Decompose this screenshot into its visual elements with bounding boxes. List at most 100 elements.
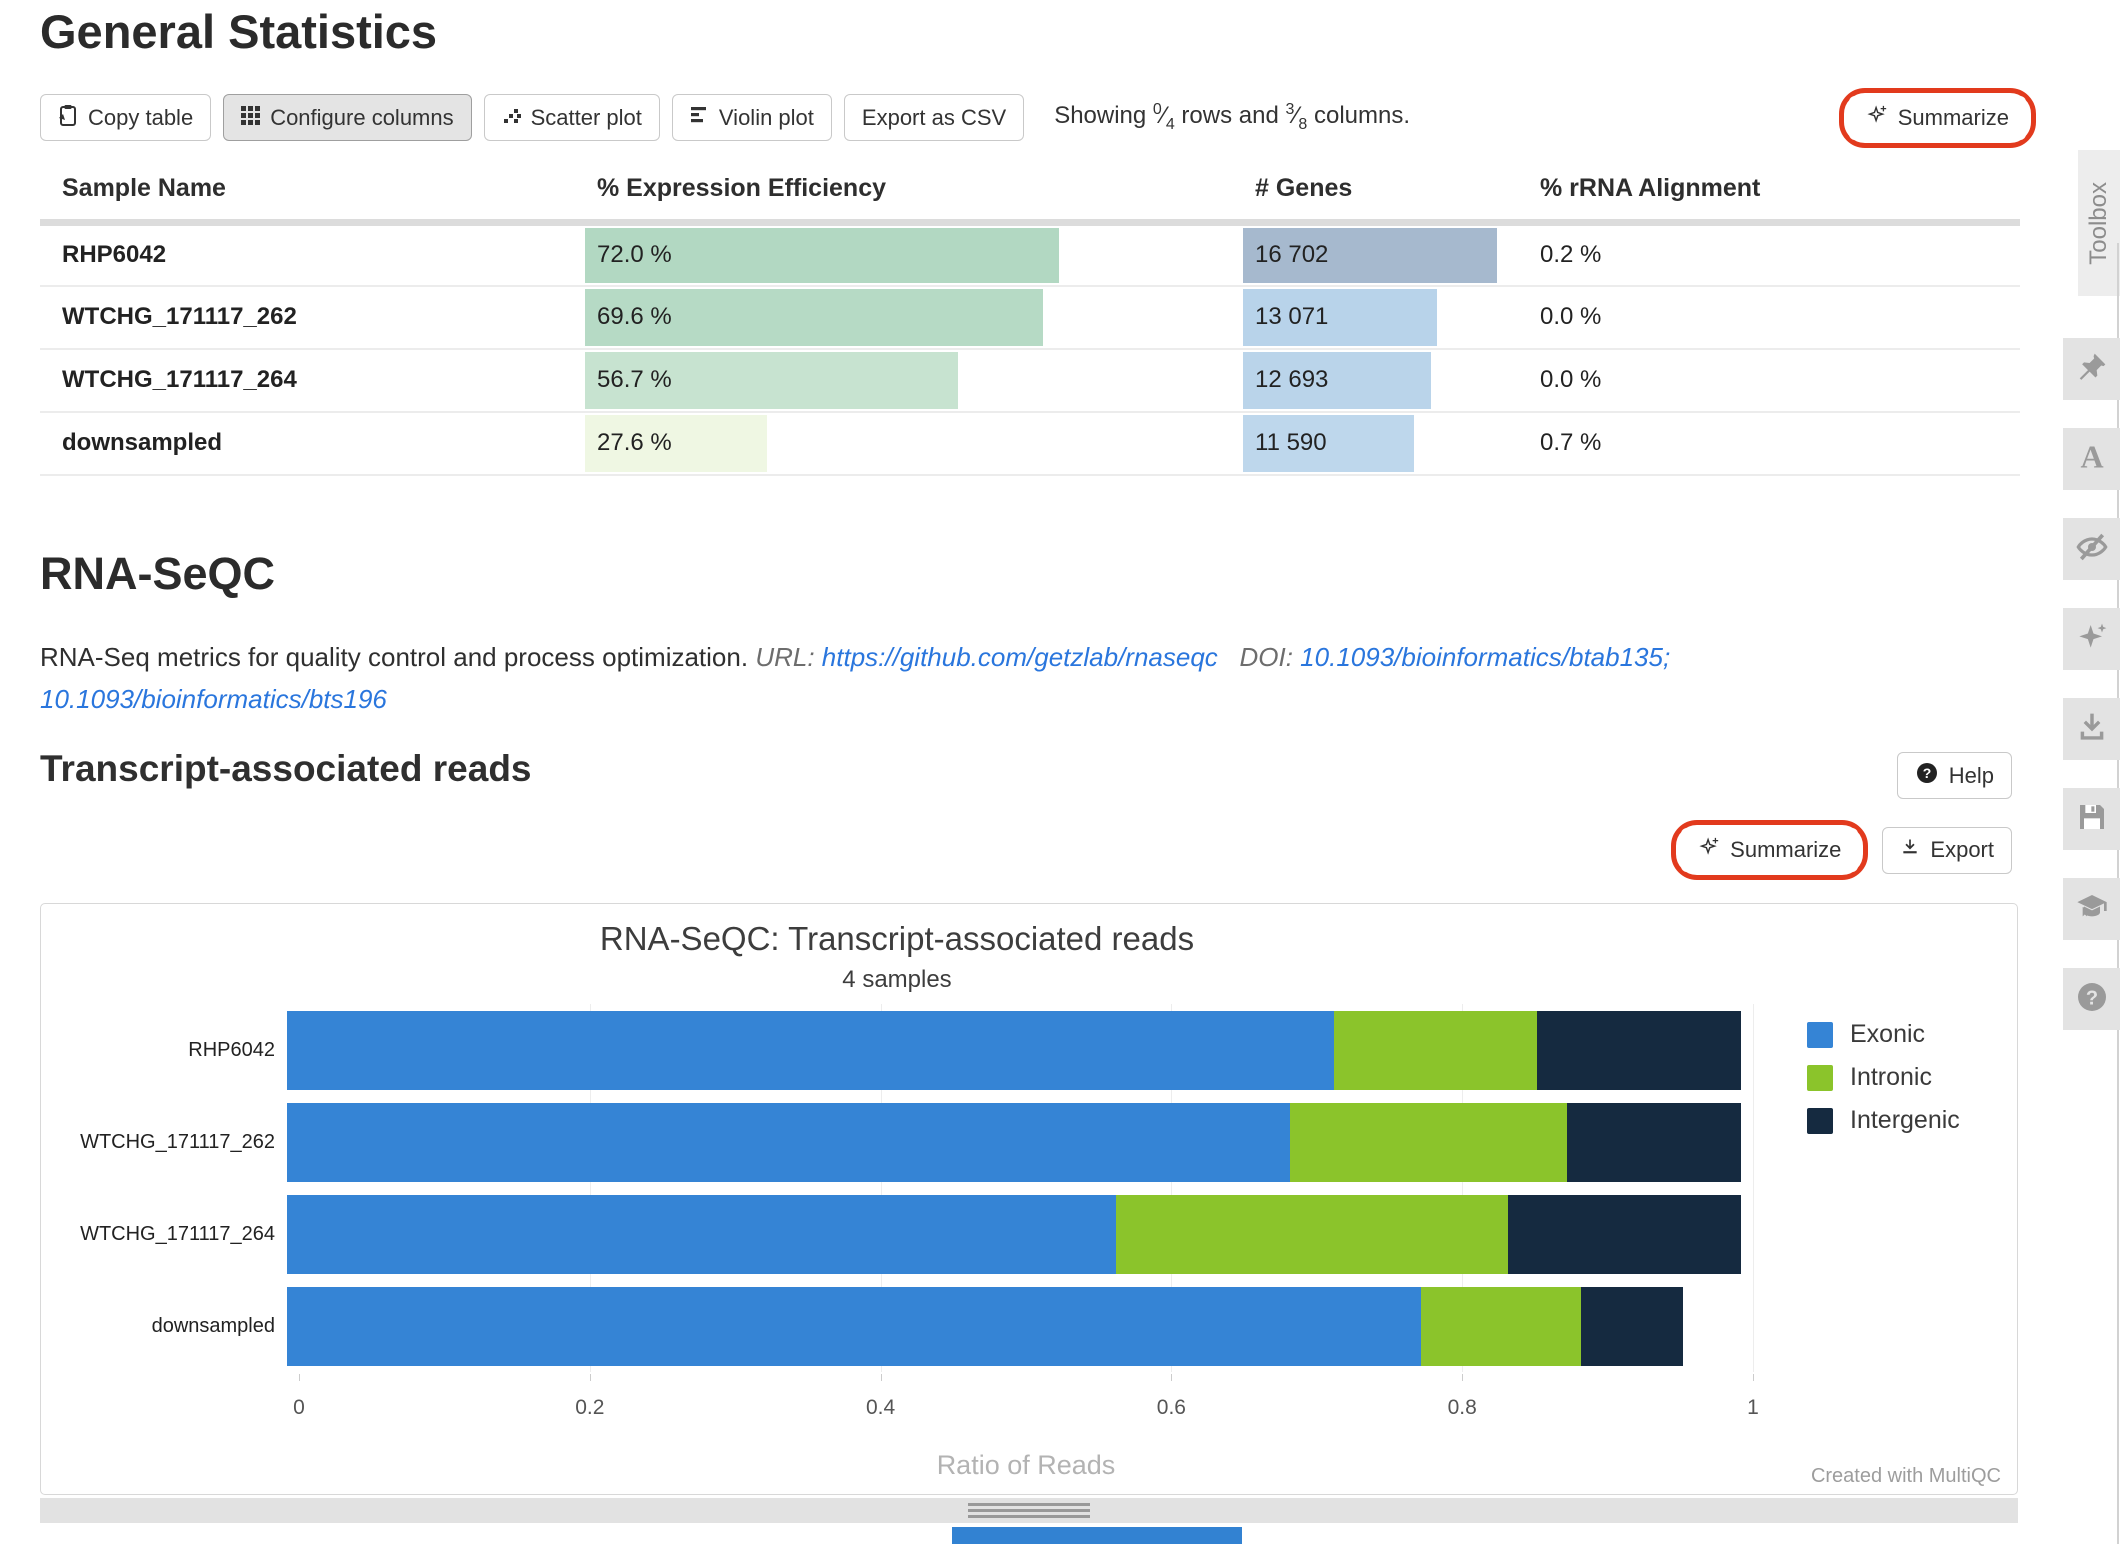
gridline xyxy=(1753,1004,1754,1372)
violin-plot-button[interactable]: Violin plot xyxy=(671,94,832,141)
bar-segment-intergenic xyxy=(1581,1286,1683,1366)
cell-value: 72.0 % xyxy=(597,241,672,269)
legend-label: Exonic xyxy=(1850,1020,1926,1048)
cell-value: 56.7 % xyxy=(597,366,672,393)
legend-item-intronic[interactable]: Intronic xyxy=(1807,1063,1960,1092)
toolbox-download-button[interactable] xyxy=(2063,698,2120,760)
x-tick-label: 0 xyxy=(293,1396,305,1419)
rrna-alignment-cell: 0.0 % xyxy=(1528,348,2020,413)
toolbox-tab[interactable]: Toolbox xyxy=(2078,150,2120,296)
y-axis-label: WTCHG_171117_262 xyxy=(80,1130,275,1153)
chart-gridlines xyxy=(299,1004,1754,1372)
bar-track xyxy=(287,1194,1741,1274)
docs-icon xyxy=(2076,891,2108,928)
genes-count-cell: 13 071 xyxy=(1243,285,1528,350)
gridline xyxy=(589,1004,591,1372)
transcript-reads-chart: RNA-SeQC: Transcript-associated reads 4 … xyxy=(40,903,2018,1495)
ai-summarize-icon xyxy=(2076,621,2108,658)
gridline xyxy=(1171,1004,1173,1372)
configure-columns-button[interactable]: Configure columns xyxy=(223,94,472,141)
x-tick-mark xyxy=(589,1374,591,1381)
pin-icon xyxy=(2076,351,2108,388)
y-axis-label: RHP6042 xyxy=(188,1038,275,1061)
x-tick-label: 0.8 xyxy=(1447,1396,1477,1419)
toolbox-highlight-text-button[interactable]: A xyxy=(2063,428,2120,490)
url-label: URL: xyxy=(755,642,815,672)
bar-segment-exonic xyxy=(287,1102,1291,1182)
value-bar xyxy=(1243,414,1414,472)
summarize-annotation: Summarize xyxy=(1838,88,2036,148)
legend-swatch xyxy=(1807,1064,1833,1091)
expression-efficiency-cell: 72.0 % xyxy=(585,222,1243,287)
x-tick-mark xyxy=(1753,1374,1754,1381)
bar-segment-intergenic xyxy=(1566,1102,1741,1182)
cell-value: 27.6 % xyxy=(597,429,672,456)
toolbox-hide-samples-button[interactable] xyxy=(2063,518,2120,580)
toolbox-ai-summarize-button[interactable] xyxy=(2063,608,2120,670)
toolbox-help-button[interactable]: ? xyxy=(2063,968,2120,1030)
value-bar xyxy=(1243,351,1432,409)
download-icon xyxy=(2076,711,2108,748)
summarize-table-button[interactable]: Summarize xyxy=(1848,96,2026,140)
help-circle-icon: ? xyxy=(1915,761,1939,791)
col-header-expression-efficiency[interactable]: % Expression Efficiency xyxy=(585,166,1243,226)
general-stats-table: Sample Name % Expression Efficiency # Ge… xyxy=(40,166,2020,476)
bar-track xyxy=(287,1286,1741,1366)
chart-row: WTCHG_171117_262 xyxy=(41,1096,1753,1188)
plot-resize-handle[interactable] xyxy=(40,1498,2018,1523)
help-button[interactable]: ? Help xyxy=(1896,752,2012,799)
bar-segment-intronic xyxy=(1115,1194,1509,1274)
save-icon xyxy=(2076,801,2108,838)
toolbox-docs-button[interactable] xyxy=(2063,878,2120,940)
module-title: RNA-SeQC xyxy=(40,548,276,599)
value-bar xyxy=(585,351,959,409)
legend-swatch xyxy=(1807,1107,1833,1134)
export-plot-button[interactable]: Export xyxy=(1882,826,2012,874)
expression-efficiency-cell: 27.6 % xyxy=(585,411,1243,476)
col-header-rrna-alignment[interactable]: % rRNA Alignment xyxy=(1528,166,2020,226)
bar-segment-exonic xyxy=(287,1010,1334,1090)
rrna-alignment-cell: 0.2 % xyxy=(1528,222,2020,287)
toolbox-pin-button[interactable] xyxy=(2063,338,2120,400)
genes-count-cell: 12 693 xyxy=(1243,348,1528,413)
table-row: RHP6042 72.0 % 16 702 0.2 % xyxy=(40,222,2020,287)
module-doi-link[interactable]: 10.1093/bioinformatics/btab135; xyxy=(1300,642,1671,672)
module-doi2-link[interactable]: 10.1093/bioinformatics/bts196 xyxy=(40,684,387,715)
col-header-genes[interactable]: # Genes xyxy=(1243,166,1528,226)
grip-icon xyxy=(968,1509,1090,1512)
expression-efficiency-cell: 69.6 % xyxy=(585,285,1243,350)
export-csv-button[interactable]: Export as CSV xyxy=(843,94,1025,141)
page-title: General Statistics xyxy=(40,5,438,58)
legend-label: Intergenic xyxy=(1850,1106,1960,1134)
legend-item-intergenic[interactable]: Intergenic xyxy=(1807,1106,1960,1135)
x-tick-label: 1 xyxy=(1747,1396,1759,1419)
sample-name-cell: downsampled xyxy=(40,411,585,476)
summarize-plot-button[interactable]: Summarize xyxy=(1681,828,1859,872)
scatter-plot-button[interactable]: Scatter plot xyxy=(483,94,660,141)
x-tick-label: 0.6 xyxy=(1156,1396,1186,1419)
highlight-text-icon: A xyxy=(2076,438,2108,478)
bar-segment-exonic xyxy=(287,1194,1116,1274)
toolbox-save-button[interactable] xyxy=(2063,788,2120,850)
legend-item-exonic[interactable]: Exonic xyxy=(1807,1020,1960,1049)
x-tick-label: 0.2 xyxy=(575,1396,605,1419)
value-bar xyxy=(585,288,1043,346)
y-axis-label: downsampled xyxy=(151,1314,275,1337)
summarize-annotation-2: Summarize xyxy=(1671,820,1869,880)
y-axis-label: WTCHG_171117_264 xyxy=(80,1222,275,1245)
bar-segment-intergenic xyxy=(1508,1194,1741,1274)
value-bar xyxy=(585,228,1059,283)
module-url-link[interactable]: https://github.com/getzlab/rnaseqc xyxy=(821,642,1218,672)
rrna-alignment-cell: 0.0 % xyxy=(1528,285,2020,350)
x-axis-label: Ratio of Reads xyxy=(936,1450,1116,1480)
chart-row: WTCHG_171117_264 xyxy=(41,1188,1753,1280)
sample-name-cell: RHP6042 xyxy=(40,222,585,287)
cell-value: 12 693 xyxy=(1255,366,1329,393)
bar-segment-intronic xyxy=(1290,1102,1567,1182)
x-tick-mark xyxy=(299,1374,300,1381)
copy-table-button[interactable]: Copy table xyxy=(40,94,212,141)
col-header-sample-name[interactable]: Sample Name xyxy=(40,166,585,226)
x-tick-mark xyxy=(880,1374,882,1381)
cell-value: 16 702 xyxy=(1255,241,1329,269)
